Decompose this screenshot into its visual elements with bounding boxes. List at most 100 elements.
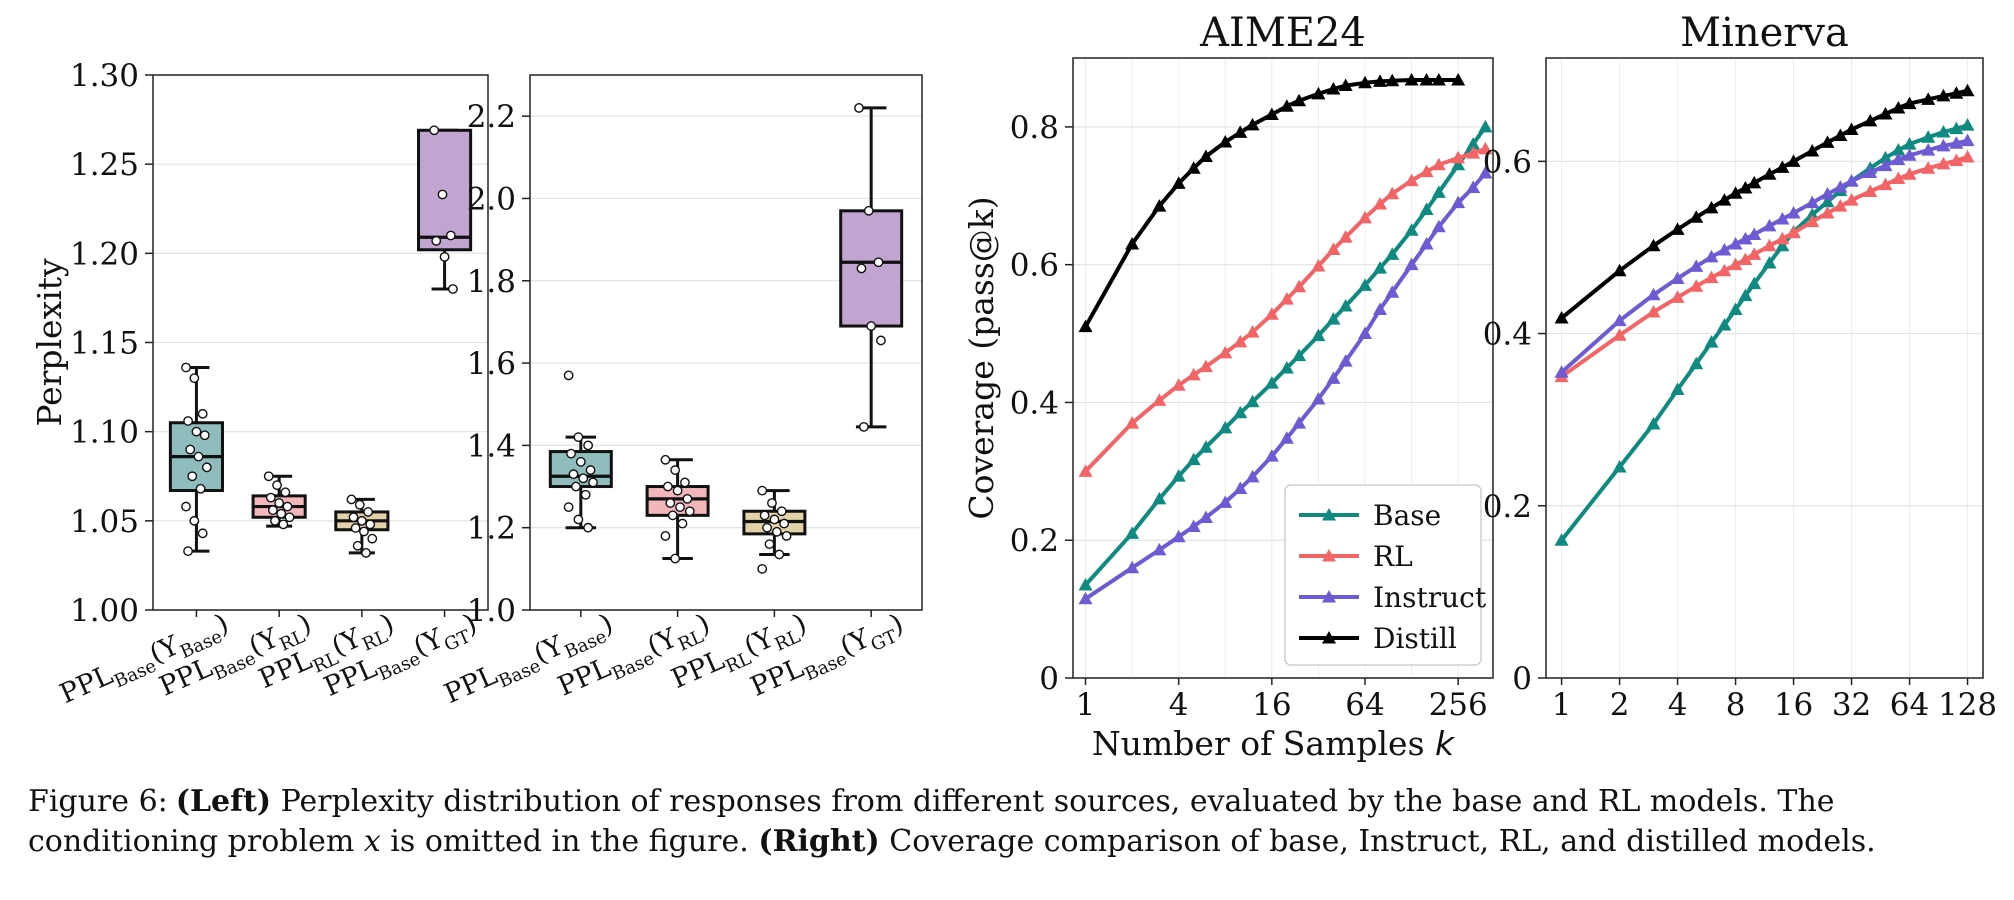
data-point — [571, 481, 581, 492]
data-point — [282, 501, 293, 512]
data-point — [189, 515, 200, 526]
series-marker — [1960, 133, 1975, 147]
data-point — [365, 519, 376, 530]
line-panel-3: 0 0.2 0.4 0.6 0.8 1 4 16 64 256 AIME24 Coverage (pa… — [962, 10, 1494, 763]
data-point — [350, 523, 361, 533]
series-marker — [1747, 276, 1762, 290]
data-point — [781, 531, 792, 541]
box-iqr — [417, 128, 473, 252]
series-marker — [1171, 529, 1186, 543]
data-point — [769, 514, 780, 525]
series-marker — [1646, 416, 1661, 430]
series-marker — [1419, 73, 1434, 86]
series-marker — [1775, 238, 1790, 252]
data-point — [672, 485, 683, 496]
series-marker — [1326, 242, 1341, 256]
data-point — [776, 506, 787, 517]
series-marker — [1805, 214, 1820, 228]
series-marker — [1218, 495, 1233, 508]
series-marker — [1833, 128, 1848, 141]
series-marker — [1152, 199, 1167, 212]
x-tick-label: 16 — [1252, 687, 1291, 723]
series-marker — [1728, 237, 1743, 250]
data-point — [429, 125, 440, 136]
data-point — [363, 507, 374, 517]
series-marker — [1451, 150, 1466, 164]
series-marker — [1404, 73, 1419, 86]
series-marker — [1233, 334, 1248, 348]
series-marker — [1670, 222, 1685, 235]
series-marker — [1612, 263, 1627, 277]
y-tick-label: 0.2 — [1483, 489, 1532, 525]
data-point — [359, 526, 369, 537]
y-axis-label: Coverage (pass@k) — [962, 196, 1001, 519]
series-marker — [1466, 146, 1481, 159]
series-marker — [1921, 130, 1936, 143]
caption-line-2: conditioning problem x is omitted in the… — [28, 822, 1993, 862]
series-marker — [1419, 202, 1434, 216]
data-point — [588, 477, 598, 488]
series-marker — [1125, 560, 1140, 574]
data-point — [580, 489, 591, 500]
y-tick-label: 1.6 — [467, 346, 516, 382]
series-marker — [1820, 135, 1835, 148]
series-marker — [1419, 164, 1434, 178]
data-point — [187, 471, 198, 482]
series-marker — [1264, 376, 1279, 389]
x-tick-label: 256 — [1429, 687, 1488, 723]
series-marker — [1264, 107, 1279, 120]
series-marker — [1311, 259, 1326, 272]
series-marker — [1805, 207, 1820, 221]
series-marker — [1554, 533, 1569, 546]
series-marker — [1245, 394, 1260, 408]
y-tick-label: 0.6 — [1483, 144, 1532, 180]
data-point — [757, 485, 768, 496]
data-point — [764, 539, 775, 550]
series-marker — [1738, 252, 1753, 265]
x-tick-label: 4 — [1668, 687, 1688, 723]
series-marker — [1233, 405, 1248, 419]
series-marker — [1717, 263, 1732, 277]
figure-caption: Figure 6: (Left) Perplexity distribution … — [28, 782, 1993, 862]
series-marker — [1233, 481, 1248, 495]
series-marker — [1186, 161, 1201, 174]
series-marker — [1125, 526, 1140, 539]
data-point — [431, 235, 442, 246]
data-point — [267, 505, 278, 516]
line-panel-4: 0 0.2 0.4 0.6 1 2 4 8 16 32 64 128 Minerva — [1483, 10, 1997, 723]
series-marker — [1891, 100, 1906, 114]
legend-entry-instruct: Instruct — [1299, 581, 1487, 614]
y-tick-label: 1.05 — [70, 504, 139, 540]
data-point — [682, 493, 693, 504]
caption-line2-b: is omitted in the figure. — [390, 824, 749, 859]
series-marker — [1466, 137, 1481, 150]
series-marker — [1878, 177, 1893, 191]
box-3: PPLRL(YRL) — [667, 485, 811, 695]
series-marker — [1311, 328, 1326, 342]
data-point — [563, 370, 574, 381]
series-rl — [1078, 141, 1493, 477]
series-marker — [1762, 218, 1777, 232]
data-point — [272, 480, 282, 491]
data-point — [437, 189, 448, 200]
series-marker — [1078, 464, 1093, 477]
data-point — [265, 492, 276, 503]
series-marker — [1775, 212, 1790, 225]
series-marker — [1878, 150, 1893, 164]
series-marker — [1326, 371, 1341, 384]
series-line — [1560, 88, 1968, 320]
series-marker — [1152, 542, 1167, 556]
x-tick-label: 1 — [1076, 687, 1096, 723]
data-point — [677, 518, 688, 529]
data-point — [573, 432, 584, 443]
series-marker — [1762, 255, 1777, 269]
x-tick-label: 16 — [1774, 687, 1813, 723]
data-point — [759, 510, 770, 521]
series-marker — [1646, 287, 1661, 301]
series-line — [1084, 147, 1487, 473]
series-marker — [1921, 92, 1936, 105]
data-point — [767, 498, 777, 508]
data-point — [866, 321, 877, 331]
series-marker — [1385, 73, 1400, 87]
series-marker — [1902, 137, 1917, 150]
